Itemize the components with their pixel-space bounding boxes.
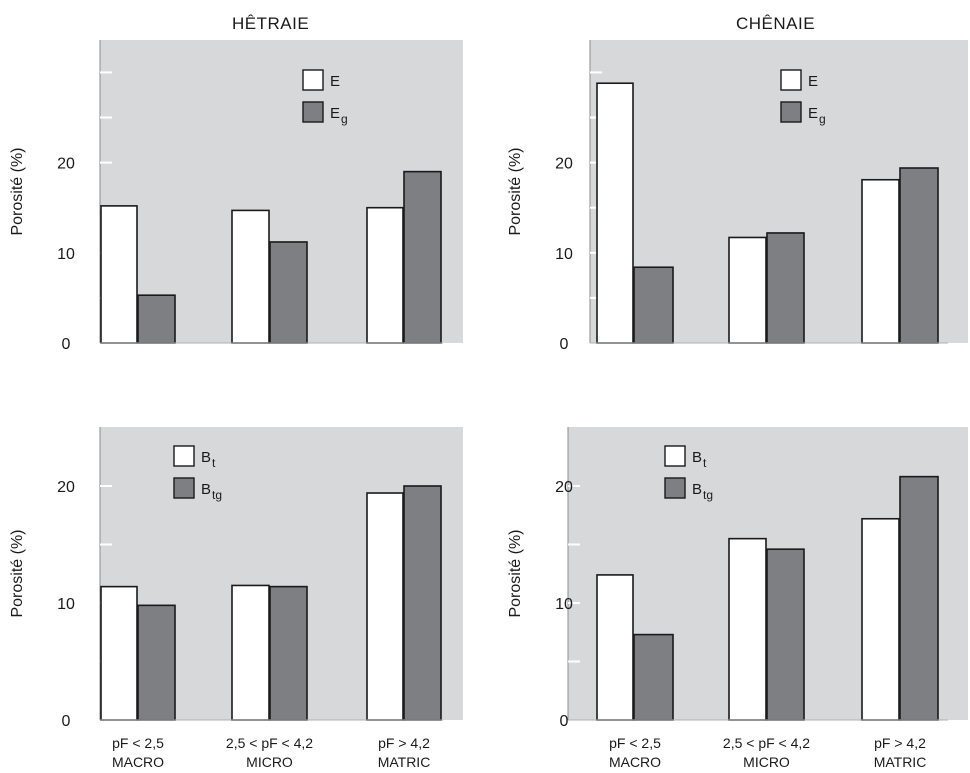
chenaie-bottom-bar-Bt-2 bbox=[861, 517, 900, 721]
chenaie-top-ytick-label-10: 10 bbox=[555, 246, 573, 263]
hetraie-bottom-category-label-0-line1: pF < 2,5 bbox=[112, 735, 164, 751]
chenaie-bottom-category-label-0-line2: MACRO bbox=[609, 754, 661, 770]
hetraie-bottom-category-label-1-line1: 2,5 < pF < 4,2 bbox=[226, 735, 313, 751]
hetraie-top-legend-swatch-E bbox=[302, 69, 324, 91]
chenaie-top-bar-E-1 bbox=[728, 236, 767, 344]
hetraie-bottom-category-label-2-line2: MATRIC bbox=[378, 754, 431, 770]
chenaie-bottom-ytick-label-10: 10 bbox=[555, 596, 573, 613]
hetraie-bottom-bar-Btg-0 bbox=[137, 604, 176, 721]
chenaie-bottom-ytick-label-0: 0 bbox=[560, 713, 569, 730]
chenaie-top-bar-E-0 bbox=[596, 82, 634, 344]
hetraie-bottom-bar-Btg-2 bbox=[403, 485, 442, 721]
chenaie-bottom-category-label-1-line2: MICRO bbox=[743, 754, 790, 770]
hetraie-top-bar-Eg-1 bbox=[269, 241, 308, 344]
chenaie-top-bar-E-2 bbox=[861, 178, 900, 344]
chenaie-top-legend-label-Eg: Eg bbox=[808, 105, 826, 126]
chenaie-bottom-legend-label-Btg: Btg bbox=[692, 481, 713, 502]
chenaie-top-bar-Eg-0 bbox=[633, 266, 674, 344]
hetraie-bottom-category-label-1-line2: MICRO bbox=[246, 754, 293, 770]
hetraie-bottom-legend-label-Bt: Bt bbox=[201, 449, 216, 470]
hetraie-top-ytick-label-10: 10 bbox=[57, 246, 75, 263]
chenaie-bottom-legend-swatch-Bt bbox=[664, 445, 686, 467]
hetraie-top-bar-E-2 bbox=[366, 206, 404, 344]
hetraie-bottom-y-axis-label: Porosité (%) bbox=[9, 529, 26, 617]
hetraie-top-legend-swatch-Eg bbox=[302, 101, 324, 123]
chenaie-bottom-category-label-1-line1: 2,5 < pF < 4,2 bbox=[723, 735, 810, 751]
hetraie-bottom-ytick-label-0: 0 bbox=[62, 713, 71, 730]
hetraie-bottom-bar-Btg-1 bbox=[269, 585, 308, 721]
hetraie-bottom-category-label-2-line1: pF > 4,2 bbox=[378, 735, 430, 751]
hetraie-bottom-legend-label-Btg: Btg bbox=[201, 481, 222, 502]
chenaie-bottom-bar-Bt-1 bbox=[728, 537, 767, 721]
column-title-chenaie: CHÊNAIE bbox=[736, 14, 816, 33]
hetraie-bottom-bar-Bt-2 bbox=[366, 492, 404, 721]
chenaie-top-y-axis-label: Porosité (%) bbox=[507, 147, 524, 235]
hetraie-bottom-bar-Bt-1 bbox=[231, 584, 270, 721]
chenaie-bottom-ytick-label-20: 20 bbox=[555, 479, 573, 496]
hetraie-top-bar-Eg-0 bbox=[137, 294, 176, 344]
chenaie-top-ytick-label-0: 0 bbox=[560, 336, 569, 353]
hetraie-top-ytick-label-20: 20 bbox=[57, 156, 75, 173]
hetraie-bottom-ytick-label-20: 20 bbox=[57, 479, 75, 496]
chenaie-bottom-bar-Bt-0 bbox=[596, 574, 634, 721]
hetraie-bottom-legend-swatch-Btg bbox=[173, 477, 195, 499]
chenaie-bottom-y-axis-label: Porosité (%) bbox=[507, 529, 524, 617]
chenaie-top-legend-swatch-Eg bbox=[780, 101, 802, 123]
chenaie-bottom-category-label-2-line2: MATRIC bbox=[874, 754, 927, 770]
chenaie-top-legend-label-E: E bbox=[808, 73, 818, 90]
column-title-hetraie: HÊTRAIE bbox=[232, 14, 310, 33]
hetraie-top-ytick-label-0: 0 bbox=[62, 336, 71, 353]
chenaie-bottom-legend-label-Bt: Bt bbox=[692, 449, 707, 470]
hetraie-bottom-category-label-0-line2: MACRO bbox=[112, 754, 164, 770]
hetraie-top-bar-Eg-2 bbox=[403, 170, 442, 344]
chenaie-bottom-bar-Btg-0 bbox=[633, 633, 674, 721]
chenaie-top-bar-Eg-2 bbox=[899, 167, 939, 344]
chenaie-bottom-category-label-2-line1: pF > 4,2 bbox=[874, 735, 926, 751]
hetraie-bottom-ytick-label-10: 10 bbox=[57, 596, 75, 613]
chenaie-top-bar-Eg-1 bbox=[766, 232, 805, 344]
hetraie-top-legend-label-E: E bbox=[330, 73, 340, 90]
hetraie-bottom-legend-swatch-Bt bbox=[173, 445, 195, 467]
hetraie-top-legend-label-Eg: Eg bbox=[330, 105, 348, 126]
chenaie-bottom-bar-Btg-1 bbox=[766, 548, 805, 721]
hetraie-top-y-axis-label: Porosité (%) bbox=[9, 147, 26, 235]
hetraie-top-bar-E-0 bbox=[100, 205, 138, 344]
chenaie-bottom-legend-swatch-Btg bbox=[664, 477, 686, 499]
chenaie-bottom-bar-Btg-2 bbox=[899, 475, 939, 721]
hetraie-bottom-bar-Bt-0 bbox=[100, 585, 138, 721]
hetraie-top-bar-E-1 bbox=[231, 209, 270, 344]
chenaie-top-legend-swatch-E bbox=[780, 69, 802, 91]
chenaie-bottom-category-label-0-line1: pF < 2,5 bbox=[609, 735, 661, 751]
chenaie-top-ytick-label-20: 20 bbox=[555, 156, 573, 173]
